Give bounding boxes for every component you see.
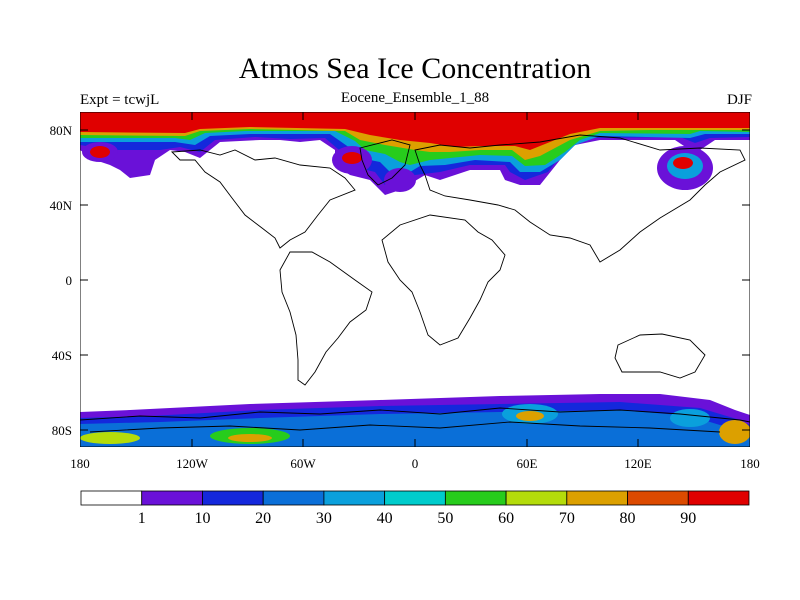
arctic-ice-red [80,112,750,150]
lon-label-120w: 120W [176,456,209,471]
lat-label-40s: 40S [52,348,72,363]
colorbar-box-4 [323,490,386,506]
lon-label-180e: 180 [740,456,760,471]
colorbar-label-60: 60 [498,510,514,527]
lon-label-0: 0 [412,456,419,471]
lon-label-60e: 60E [517,456,538,471]
colorbar-label-20: 20 [255,510,271,527]
colorbar-box-3 [262,490,325,506]
season-label: DJF [726,92,752,108]
ice-patch-west [80,432,140,444]
colorbar-box-5 [384,490,446,506]
map-ticks [80,112,750,447]
colorbar-box-10 [687,490,750,506]
coast-antarctica-inner [89,421,721,433]
lat-label-80s: 80S [52,423,72,438]
lon-label-120e: 120E [624,456,652,471]
colorbar-label-40: 40 [377,510,393,527]
ice-patch-ross [228,434,272,442]
ice-patch-east [719,420,750,444]
coast-africa [381,214,506,346]
map-title: Atmos Sea Ice Concentration [238,52,592,85]
ice-patch-east-mid [670,409,710,427]
colorbar-box-8 [566,490,628,506]
colorbar-label-30: 30 [316,510,332,527]
colorbar-box-2 [202,490,264,506]
colorbar-box-1 [141,490,203,506]
map-panel [80,112,750,447]
colorbar: 1 10 20 30 40 50 60 70 80 90 [80,490,750,527]
ice-patch-beringia-core [90,146,110,158]
arctic-sea-ice [80,112,750,195]
colorbar-label-50: 50 [437,510,453,527]
colorbar-box-7 [505,490,568,506]
lat-label-80n: 80N [50,123,73,138]
lon-label-60w: 60W [290,456,316,471]
colorbar-box-9 [627,490,689,506]
coast-antarctica [80,407,750,423]
ice-patch-weddell [516,411,544,421]
coastlines [80,134,750,433]
lat-labels: 80N 40N 0 40S 80S [50,123,73,438]
experiment-label: Expt = tcwjL [80,92,160,108]
colorbar-label-70: 70 [559,510,575,527]
lat-label-0: 0 [66,273,73,288]
colorbar-label-1: 1 [138,510,146,527]
ice-patch-okhotsk-core [673,157,693,169]
lon-label-180w: 180 [70,456,90,471]
colorbar-label-90: 90 [680,510,696,527]
lat-label-40n: 40N [50,198,73,213]
coast-north-america [170,149,356,249]
colorbar-box-6 [444,490,507,506]
ice-patch-baffin-core [342,152,362,164]
lon-labels: 180 120W 60W 0 60E 120E 180 [70,456,760,471]
coast-australia [614,333,706,379]
coast-greenland [359,139,411,186]
colorbar-box-0 [80,490,143,506]
ice-patch-nordic [384,168,416,192]
colorbar-label-80: 80 [620,510,636,527]
colorbar-label-10: 10 [194,510,210,527]
coast-eurasia [414,134,746,263]
ensemble-label: Eocene_Ensemble_1_88 [340,90,490,106]
coast-south-america [279,251,373,386]
